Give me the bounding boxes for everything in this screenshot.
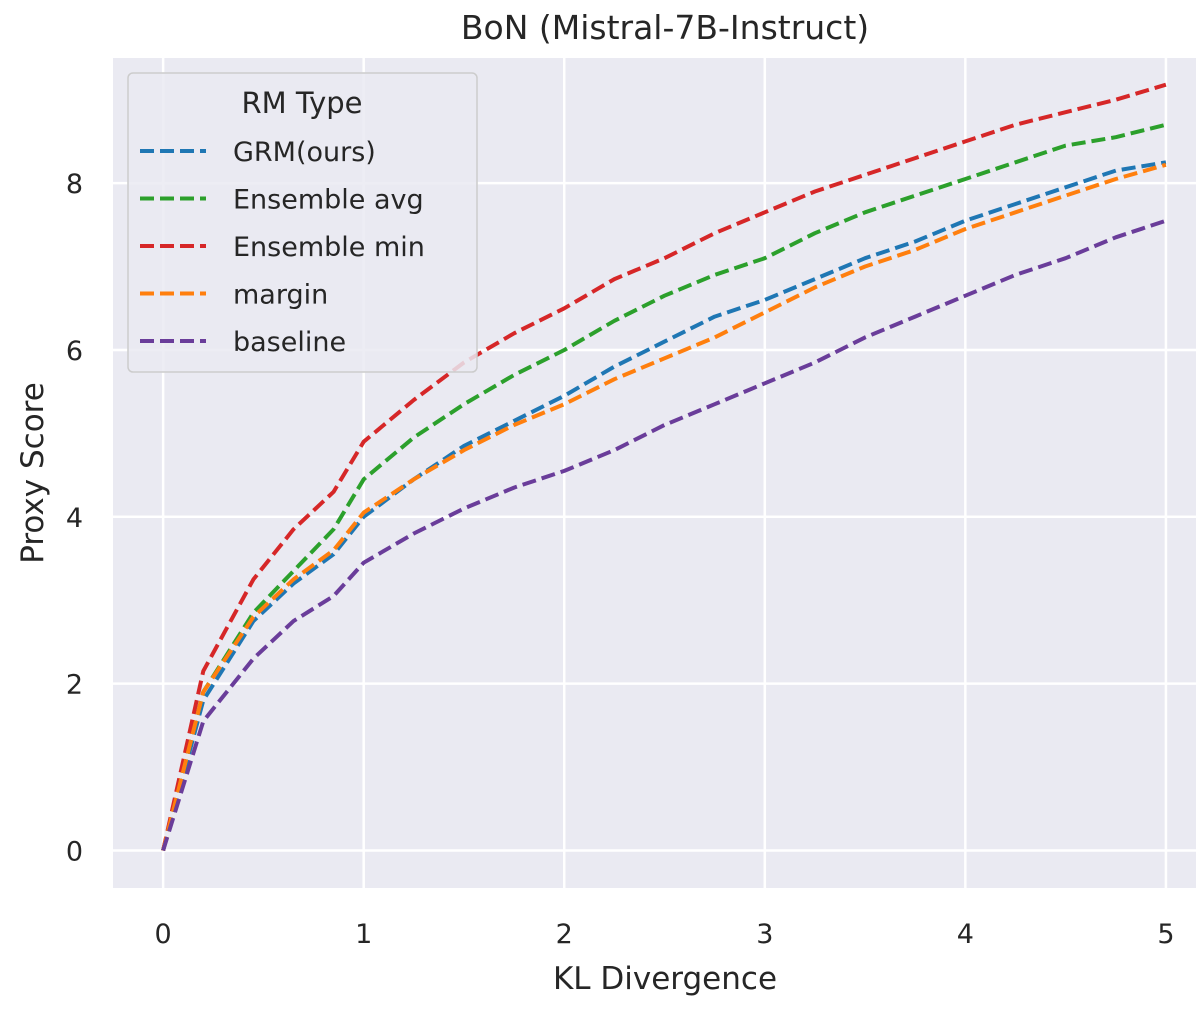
x-tick-label: 0 xyxy=(155,919,172,950)
y-tick-label: 6 xyxy=(66,336,83,367)
series-line-ensemble-min xyxy=(161,82,1167,851)
series-lines xyxy=(161,82,1167,852)
y-tick-labels: 0 2 4 6 8 xyxy=(66,169,83,867)
legend-box xyxy=(127,72,478,373)
y-tick-label: 2 xyxy=(66,670,83,701)
series-line-ensemble-avg xyxy=(161,122,1167,851)
series-line-baseline xyxy=(161,218,1167,852)
y-axis-label: Proxy Score xyxy=(15,382,51,564)
y-tick-label: 0 xyxy=(66,836,83,867)
legend-title: RM Type xyxy=(242,86,363,120)
legend-label: Ensemble avg xyxy=(233,185,424,216)
legend-label: baseline xyxy=(233,327,346,358)
series-line-grm-ours xyxy=(161,160,1167,852)
x-tick-labels: 0 1 2 3 4 5 xyxy=(155,919,1175,950)
y-tick-label: 8 xyxy=(66,169,83,200)
legend: RM Type GRM(ours) Ensemble avg Ensemble mi… xyxy=(127,72,478,373)
series-line-margin xyxy=(161,162,1167,851)
x-tick-label: 5 xyxy=(1157,919,1174,950)
chart-title: BoN (Mistral-7B-Instruct) xyxy=(461,8,869,47)
y-tick-label: 4 xyxy=(66,503,83,534)
x-tick-label: 1 xyxy=(355,919,372,950)
legend-label: margin xyxy=(233,280,328,311)
x-tick-label: 3 xyxy=(756,919,773,950)
legend-label: Ensemble min xyxy=(233,232,425,263)
x-tick-label: 2 xyxy=(556,919,573,950)
legend-label: GRM(ours) xyxy=(233,137,376,168)
x-tick-label: 4 xyxy=(957,919,974,950)
x-axis-label: KL Divergence xyxy=(553,961,777,997)
